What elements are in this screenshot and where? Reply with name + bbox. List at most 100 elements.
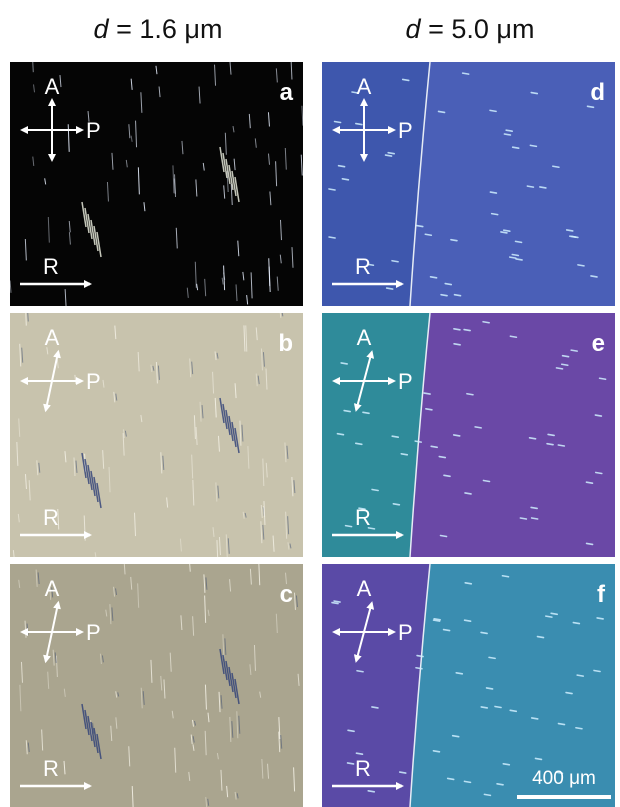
defect [483, 322, 489, 323]
defect [456, 673, 462, 674]
defect [595, 415, 601, 416]
defect [431, 277, 437, 278]
defect [344, 411, 350, 412]
defect [329, 237, 335, 238]
defect [490, 192, 496, 193]
defect [346, 526, 352, 527]
defect [586, 482, 592, 483]
defect [341, 363, 347, 364]
column-title: d = 1.6 μm [94, 14, 223, 44]
domain-right [410, 313, 615, 557]
defect [475, 427, 481, 428]
defect [448, 778, 454, 779]
defect [400, 772, 406, 773]
defect [465, 620, 471, 621]
defect [530, 145, 536, 146]
defect [434, 619, 440, 620]
defect [557, 368, 563, 369]
defect [424, 393, 430, 394]
defect [335, 122, 341, 123]
title-text: = 1.6 μm [116, 14, 222, 44]
defect [439, 111, 445, 112]
defect [426, 409, 432, 410]
panel-label: d [590, 79, 605, 106]
panel-label: e [592, 330, 605, 357]
defect [441, 536, 447, 537]
defect [387, 288, 393, 289]
defect [481, 632, 487, 633]
defect [587, 543, 593, 544]
defect [597, 618, 603, 619]
defect [392, 436, 398, 437]
defect [357, 671, 363, 672]
defect [553, 166, 559, 167]
column-title: d = 5.0 μm [406, 14, 535, 44]
defect [547, 444, 553, 445]
defect [591, 276, 597, 277]
panel-label: b [278, 330, 293, 357]
defect [417, 656, 423, 657]
polarizer-label: P [86, 369, 101, 394]
defect [483, 480, 489, 481]
defect [510, 336, 516, 337]
defect [571, 350, 577, 351]
scale-bar-label: 400 μm [532, 768, 596, 789]
symbol: d [94, 14, 110, 44]
polarizer-label: P [398, 620, 413, 645]
defect [339, 166, 345, 167]
defect [596, 472, 602, 473]
defect [441, 295, 447, 296]
defect [594, 670, 600, 671]
defect [463, 73, 469, 74]
title-text: = 5.0 μm [428, 14, 534, 44]
defect [393, 504, 399, 505]
defect [531, 507, 537, 508]
defect [329, 189, 335, 190]
defect [464, 781, 470, 782]
defect [415, 441, 421, 442]
rubbing-label: R [43, 505, 59, 530]
defect [433, 751, 439, 752]
defect [416, 668, 422, 669]
defect [516, 241, 522, 242]
defect [520, 518, 526, 519]
polarizer-label: P [398, 118, 413, 143]
defect [532, 518, 538, 519]
defect [489, 657, 495, 658]
defect [510, 710, 516, 711]
defect [558, 724, 564, 725]
defect [516, 259, 522, 260]
defect [465, 583, 471, 584]
defect [444, 630, 450, 631]
defect [342, 179, 348, 180]
symbol: d [406, 14, 422, 44]
panel-label: c [280, 581, 293, 608]
defect [578, 265, 584, 266]
defect [455, 295, 461, 296]
defect [551, 613, 557, 614]
defect [368, 791, 374, 792]
defect [577, 675, 583, 676]
defect [506, 130, 512, 131]
defect [363, 412, 369, 413]
defect [334, 601, 340, 602]
defect [444, 475, 450, 476]
defect [563, 356, 569, 357]
rubbing-label: R [43, 254, 59, 279]
analyzer-label: A [45, 576, 60, 601]
defect [439, 457, 445, 458]
rubbing-label: R [355, 756, 371, 781]
defect [501, 232, 507, 233]
analyzer-label: A [357, 576, 372, 601]
rubbing-label: R [355, 254, 371, 279]
defect [588, 106, 594, 107]
defect [527, 186, 533, 187]
analyzer-label: A [45, 74, 60, 99]
defect [487, 688, 493, 689]
defect [372, 707, 378, 708]
defect [454, 329, 460, 330]
analyzer-label: A [357, 74, 372, 99]
defect [504, 230, 510, 231]
polarizer-label: P [398, 369, 413, 394]
defect [451, 240, 457, 241]
